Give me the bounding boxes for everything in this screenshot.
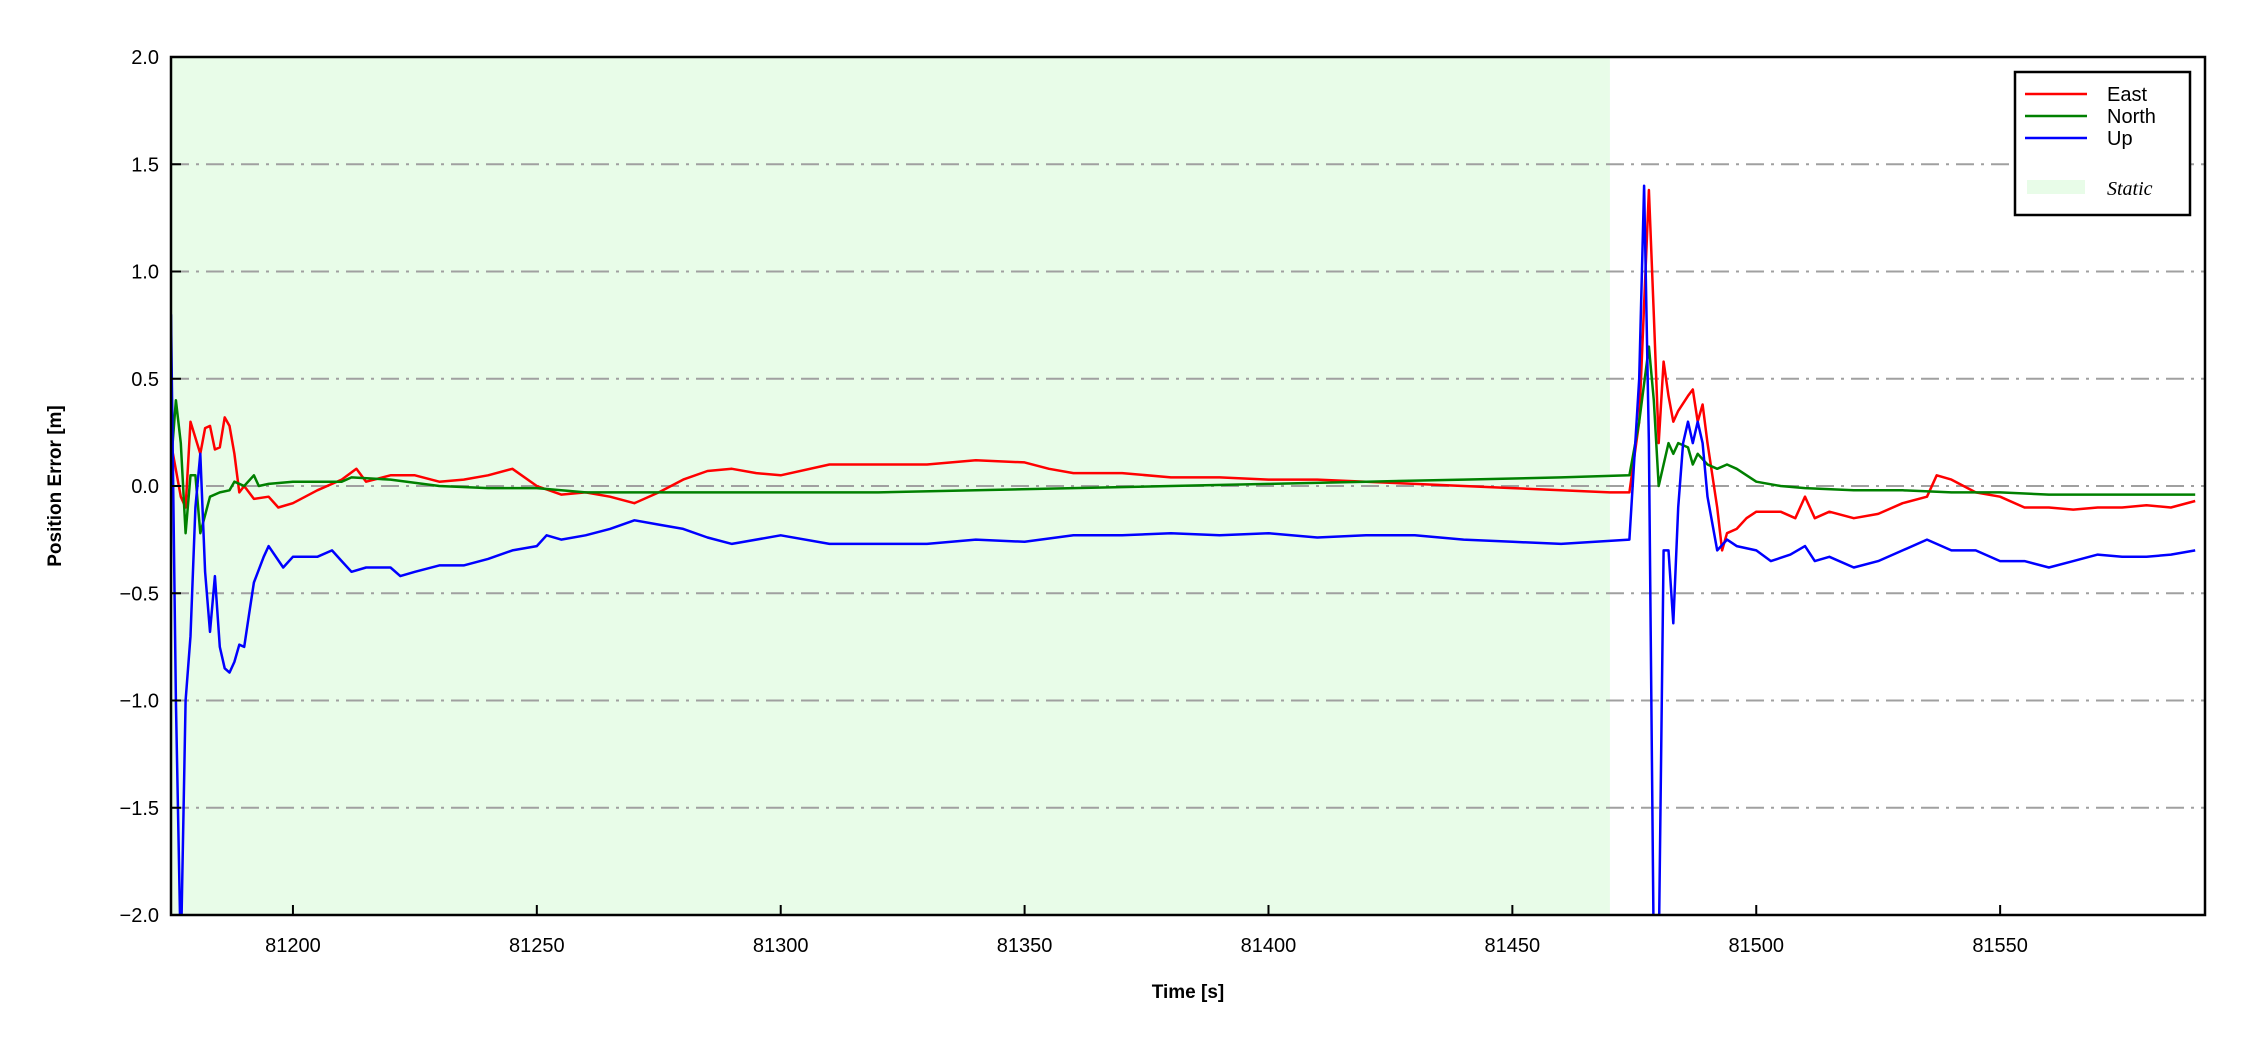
y-tick-label: 0.0 [131,476,159,498]
y-tick-label: −1.0 [120,691,159,713]
y-tick-label: 0.5 [131,369,159,391]
legend-label-east: East [2107,84,2147,106]
series-line-east [171,188,2196,552]
y-axis-label: Position Error [m] [45,405,66,567]
series-lines [171,184,2196,915]
legend-label-up: Up [2107,128,2133,150]
y-tick-label: 2.0 [131,47,159,69]
legend-label-static: Static [2107,178,2153,200]
x-tick-label: 81350 [997,935,1053,957]
legend-label-north: North [2107,106,2156,128]
y-tick-label: −0.5 [120,583,159,605]
legend: East North Up Static [2013,70,2192,217]
y-tick-label: 1.0 [131,262,159,284]
x-axis-label: Time [s] [1152,982,1225,1003]
y-tick-label: 1.5 [131,154,159,176]
x-tick-label: 81550 [1972,935,2028,957]
x-tick-label: 81450 [1485,935,1541,957]
x-tick-label: 81400 [1241,935,1297,957]
x-tick-label: 81300 [753,935,809,957]
x-tick-label: 81200 [265,935,321,957]
legend-swatch-static [2027,180,2085,194]
series-line-up [171,184,2196,915]
y-tick-label: −2.0 [120,905,159,927]
x-tick-label: 81250 [509,935,565,957]
x-tick-label: 81500 [1728,935,1784,957]
y-tick-label: −1.5 [120,798,159,820]
axis-ticks: 2.0 1.5 1.0 0.5 0.0 −0.5 −1.0 −1.5 −2.0 81200 8125… [120,47,2028,957]
series-line-north [171,345,2196,535]
